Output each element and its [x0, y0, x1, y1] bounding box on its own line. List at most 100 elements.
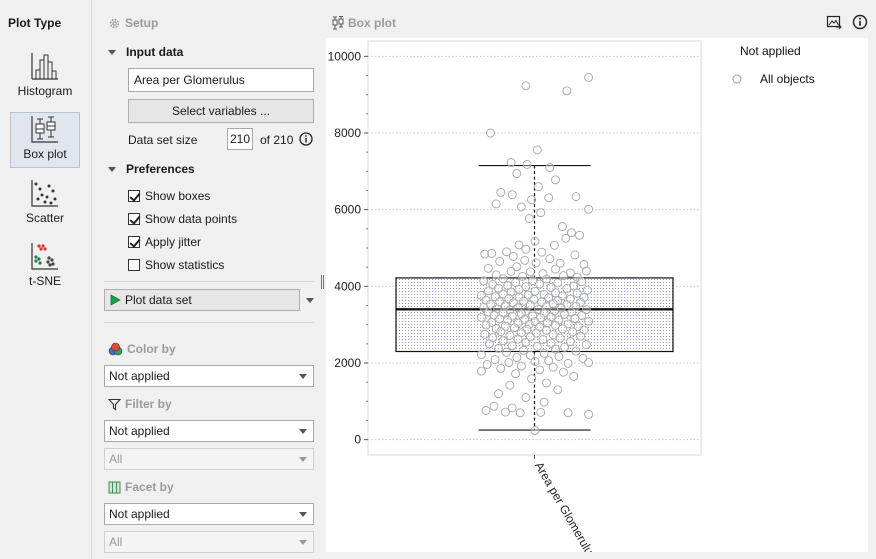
data-point: [496, 327, 506, 337]
data-point: [476, 312, 486, 322]
data-point: [521, 306, 531, 316]
data-point: [559, 271, 568, 281]
collapse-triangle-icon: [108, 49, 116, 55]
panel-splitter-handle[interactable]: [320, 275, 326, 289]
data-point: [506, 158, 516, 167]
data-point: [554, 352, 564, 361]
checkbox-box[interactable]: [128, 259, 140, 271]
plot-data-set-button[interactable]: Plot data set: [104, 289, 300, 311]
data-point: [576, 331, 586, 341]
collapse-triangle-icon: [108, 166, 116, 172]
data-point: [525, 350, 535, 360]
x-tick-label: Area per Glomerulus: [532, 460, 599, 553]
show-data-points-checkbox[interactable]: Show data points: [128, 212, 237, 226]
data-point: [524, 214, 534, 223]
filter-by-header: Filter by: [108, 397, 172, 411]
y-tick-label: 8000: [334, 126, 361, 140]
data-point: [551, 344, 560, 354]
data-point: [521, 81, 531, 91]
checkbox-box[interactable]: [128, 236, 140, 248]
data-point: [519, 296, 529, 306]
data-point: [539, 397, 549, 407]
data-point: [528, 276, 538, 286]
select-variables-button[interactable]: Select variables ...: [128, 99, 314, 123]
data-point: [490, 355, 500, 365]
data-set-total: of 210: [260, 133, 294, 147]
data-point: [480, 249, 490, 259]
data-point: [553, 385, 563, 395]
plot-options-dropdown[interactable]: [303, 293, 317, 307]
data-point: [498, 274, 508, 284]
plot-type-label: t-SNE: [28, 274, 61, 288]
checkbox-box[interactable]: [128, 213, 140, 225]
data-point: [482, 360, 492, 369]
preferences-header[interactable]: Preferences: [108, 162, 195, 176]
data-point: [546, 338, 556, 348]
data-point: [514, 284, 524, 294]
data-point: [571, 192, 581, 202]
x-axis-labels: Area per Glomerulus: [532, 455, 599, 559]
data-point: [535, 279, 545, 289]
data-point: [516, 202, 526, 212]
data-point: [516, 361, 526, 371]
legend-item[interactable]: All objects: [760, 72, 815, 86]
data-point: [545, 254, 555, 264]
info-icon[interactable]: [852, 14, 868, 30]
show-boxes-checkbox[interactable]: Show boxes: [128, 189, 210, 203]
data-point: [495, 314, 505, 324]
color-by-select[interactable]: Not applied: [104, 365, 314, 387]
data-point: [562, 86, 572, 96]
chevron-down-icon: [299, 374, 307, 379]
data-point: [483, 263, 493, 273]
color-circles-icon: [108, 342, 123, 356]
data-point: [518, 271, 527, 281]
facet-by-select[interactable]: Not applied: [104, 503, 314, 525]
chevron-down-icon: [299, 540, 307, 545]
variable-field[interactable]: Area per Glomerulus: [128, 68, 314, 92]
plot-type-box-plot[interactable]: Box plot: [10, 112, 80, 168]
show-statistics-checkbox[interactable]: Show statistics: [128, 258, 224, 272]
data-point: [584, 358, 594, 368]
data-point: [521, 244, 531, 254]
data-point: [513, 318, 523, 328]
apply-jitter-checkbox[interactable]: Apply jitter: [128, 235, 201, 249]
data-point: [548, 330, 558, 340]
data-set-size-input[interactable]: 210: [227, 128, 253, 150]
export-image-icon[interactable]: [826, 14, 842, 30]
select-value: Not applied: [109, 424, 170, 438]
data-point: [551, 264, 560, 274]
data-point: [507, 190, 517, 200]
divider: [104, 281, 314, 282]
data-point: [544, 356, 554, 366]
data-point: [533, 182, 543, 192]
data-point: [491, 270, 501, 280]
data-point: [582, 285, 592, 295]
histogram-icon: [31, 53, 58, 80]
data-point: [522, 159, 532, 169]
data-point: [570, 250, 580, 260]
data-point: [496, 363, 506, 373]
data-point: [521, 393, 531, 402]
filter-by-select[interactable]: Not applied: [104, 420, 314, 442]
checkbox-box[interactable]: [128, 190, 140, 202]
facet-by-header: Facet by: [108, 480, 174, 494]
plot-type-histogram[interactable]: Histogram: [10, 50, 80, 106]
data-point: [575, 230, 584, 240]
plot-type-tsne[interactable]: t-SNE: [10, 240, 80, 296]
checkbox-label: Apply jitter: [145, 235, 202, 249]
facet-value-select: All: [104, 531, 314, 553]
data-point: [491, 199, 501, 209]
data-point: [561, 233, 571, 243]
plot-type-scatter[interactable]: Scatter: [10, 177, 80, 233]
data-point: [530, 357, 540, 366]
data-point: [569, 371, 579, 381]
data-point: [512, 262, 522, 272]
data-point: [559, 367, 568, 377]
input-data-header[interactable]: Input data: [108, 45, 183, 59]
data-point: [537, 297, 547, 307]
data-point: [567, 228, 576, 238]
info-icon[interactable]: [299, 132, 313, 146]
data-point: [563, 408, 573, 418]
chevron-down-icon: [306, 298, 314, 303]
plot-type-label: Box plot: [23, 147, 67, 161]
